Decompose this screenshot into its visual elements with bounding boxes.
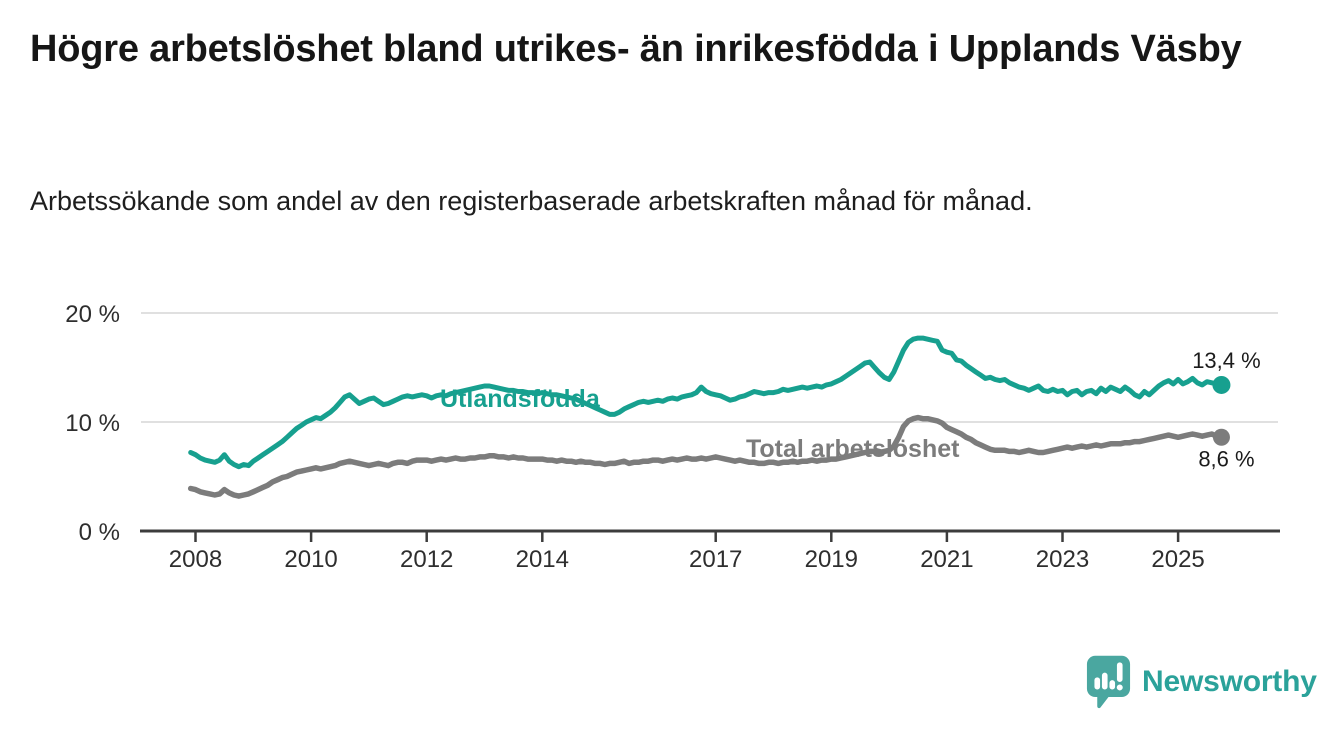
x-tick-label: 2023 [1036, 546, 1089, 573]
y-tick-label: 0 % [79, 519, 120, 546]
page-subtitle: Arbetssökande som andel av den registerb… [30, 186, 1033, 216]
x-tick-label: 2010 [284, 546, 337, 573]
newsworthy-logo: Newsworthy [1086, 654, 1317, 710]
y-tick-label: 10 % [65, 410, 120, 437]
x-tick-label: 2017 [689, 546, 742, 573]
series-end-dot-total-arbetsloshet [1212, 428, 1230, 446]
series-label-total-arbetsloshet: Total arbetslöshet [746, 435, 960, 463]
series-line-total-arbetsloshet [187, 414, 1225, 499]
y-tick-label: 20 % [65, 301, 120, 328]
brand-wordmark: Newsworthy [1142, 665, 1317, 698]
x-tick-label: 2008 [169, 546, 222, 573]
x-tick-label: 2019 [805, 546, 858, 573]
x-tick-label: 2014 [516, 546, 569, 573]
x-tick-label: 2025 [1151, 546, 1204, 573]
x-tick-label: 2021 [920, 546, 973, 573]
series-line-utlandsfodda [188, 335, 1224, 470]
series-end-dot-utlandsfodda [1212, 375, 1231, 394]
series-label-utlandsfodda: Utlandsfödda [440, 385, 601, 413]
series-end-value-label-total-arbetsloshet: 8,6 % [1198, 446, 1254, 471]
series-end-value-label-utlandsfodda: 13,4 % [1192, 348, 1261, 373]
page-title: Högre arbetslöshet bland utrikes- än inr… [30, 28, 1242, 70]
x-tick-label: 2012 [400, 546, 453, 573]
bar-chart-speech-bubble-icon [1086, 655, 1131, 709]
